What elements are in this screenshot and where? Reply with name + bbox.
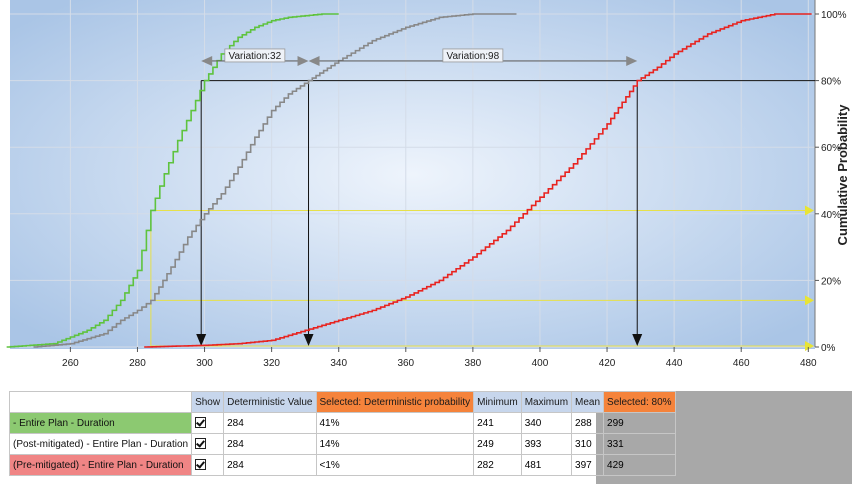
- series-line-1: [33, 13, 517, 348]
- cell-mean: 397: [571, 454, 605, 476]
- table-header-row: Show Deterministic Value Selected: Deter…: [8, 391, 676, 413]
- row-label: (Post-mitigated) - Entire Plan - Duratio…: [8, 433, 193, 455]
- x-tick-label: 280: [129, 358, 146, 369]
- header-minimum[interactable]: Minimum: [473, 391, 522, 413]
- percentile-drop-arrow: [632, 334, 643, 346]
- cumulative-probability-chart: Variation:32 Variation:98 260 280 300 320 340…: [6, 0, 850, 369]
- cell-deterministic: 284: [223, 433, 317, 455]
- variation-arrow-left: [308, 55, 320, 66]
- x-tick-label: 460: [733, 358, 750, 369]
- x-tick-label: 480: [800, 358, 817, 369]
- header-selected-deterministic-probability[interactable]: Selected: Deterministic probability: [315, 391, 475, 413]
- variation-arrow-left: [201, 55, 213, 66]
- show-checkbox[interactable]: [191, 412, 225, 434]
- cell-mean: 310: [571, 433, 605, 455]
- cell-minimum: 282: [473, 454, 522, 476]
- variation-label: Variation:98: [447, 51, 500, 62]
- cell-deterministic: 284: [223, 454, 317, 476]
- y-tick-label: 100%: [821, 10, 847, 21]
- table-row[interactable]: (Post-mitigated) - Entire Plan - Duratio…: [8, 433, 676, 455]
- cell-minimum: 249: [473, 433, 522, 455]
- header-show[interactable]: Show: [191, 391, 225, 413]
- show-checkbox[interactable]: [191, 454, 225, 476]
- x-tick-label: 360: [397, 358, 414, 369]
- cell-maximum: 481: [520, 454, 573, 476]
- x-tick-label: 400: [532, 358, 549, 369]
- deterministic-arrow-marker: [805, 341, 814, 351]
- checkbox-checked-icon[interactable]: [195, 417, 207, 429]
- header-mean[interactable]: Mean: [571, 391, 605, 413]
- plot-area: [10, 0, 815, 349]
- y-tick-label: 60%: [821, 143, 841, 154]
- cell-maximum: 393: [520, 433, 573, 455]
- variation-arrow-right: [297, 55, 309, 66]
- variation-label-box: [224, 48, 286, 63]
- row-label: (Pre-mitigated) - Entire Plan - Duration: [8, 454, 193, 476]
- variation-label: Variation:32: [229, 51, 282, 62]
- series-lines: [6, 13, 812, 348]
- table-row[interactable]: - Entire Plan - Duration 284 41% 241 340 288 2…: [8, 412, 676, 434]
- cell-probability: 14%: [315, 433, 475, 455]
- chart-svg: Variation:32 Variation:98 260 280 300 320 340…: [6, 0, 850, 369]
- x-tick-label: 340: [330, 358, 347, 369]
- x-tick-label: 440: [666, 358, 683, 369]
- variation-arrow-right: [626, 55, 638, 66]
- checkbox-checked-icon[interactable]: [195, 459, 207, 471]
- show-checkbox[interactable]: [191, 433, 225, 455]
- series-line-2: [144, 13, 812, 348]
- series-line-0: [6, 13, 339, 348]
- y-tick-label: 0%: [821, 343, 836, 354]
- cell-selected-80: 331: [603, 433, 676, 455]
- header-selected-80[interactable]: Selected: 80%: [603, 391, 676, 413]
- statistics-grid: Show Deterministic Value Selected: Deter…: [0, 391, 852, 484]
- x-tick-label: 320: [263, 358, 280, 369]
- cell-selected-80: 299: [603, 412, 676, 434]
- checkbox-checked-icon[interactable]: [195, 438, 207, 450]
- x-tick-label: 260: [62, 358, 79, 369]
- cell-maximum: 340: [520, 412, 573, 434]
- cell-probability: <1%: [315, 454, 475, 476]
- y-tick-label: 40%: [821, 210, 841, 221]
- cell-deterministic: 284: [223, 412, 317, 434]
- reference-lines: [150, 80, 815, 351]
- table-body: - Entire Plan - Duration 284 41% 241 340 288 2…: [8, 412, 676, 476]
- cell-minimum: 241: [473, 412, 522, 434]
- variation-annotations: Variation:32 Variation:98: [201, 48, 638, 66]
- header-deterministic-value[interactable]: Deterministic Value: [223, 391, 317, 413]
- x-tick-label: 420: [599, 358, 616, 369]
- deterministic-arrow-marker: [805, 205, 814, 216]
- cell-probability: 41%: [315, 412, 475, 434]
- statistics-table: Show Deterministic Value Selected: Deter…: [8, 391, 676, 476]
- table-row[interactable]: (Pre-mitigated) - Entire Plan - Duration…: [8, 454, 676, 476]
- row-label: - Entire Plan - Duration: [8, 412, 193, 434]
- cell-mean: 288: [571, 412, 605, 434]
- percentile-drop-arrow: [196, 334, 207, 346]
- y-tick-label: 80%: [821, 77, 841, 88]
- x-axis-ticks: 260 280 300 320 340 360 380 400 420 440 460 480: [62, 347, 817, 369]
- x-tick-label: 380: [465, 358, 482, 369]
- variation-label-box: [442, 48, 504, 63]
- y-axis-label: Cumulative Probability: [835, 104, 850, 246]
- y-axis-ticks: 0% 20% 40% 60% 80% 100%: [815, 10, 847, 354]
- header-blank: [8, 391, 193, 413]
- header-maximum[interactable]: Maximum: [520, 391, 573, 413]
- y-tick-label: 20%: [821, 276, 841, 287]
- x-tick-label: 300: [196, 358, 213, 369]
- cell-selected-80: 429: [603, 454, 676, 476]
- deterministic-arrow-marker: [805, 295, 814, 306]
- percentile-drop-arrow: [303, 334, 314, 346]
